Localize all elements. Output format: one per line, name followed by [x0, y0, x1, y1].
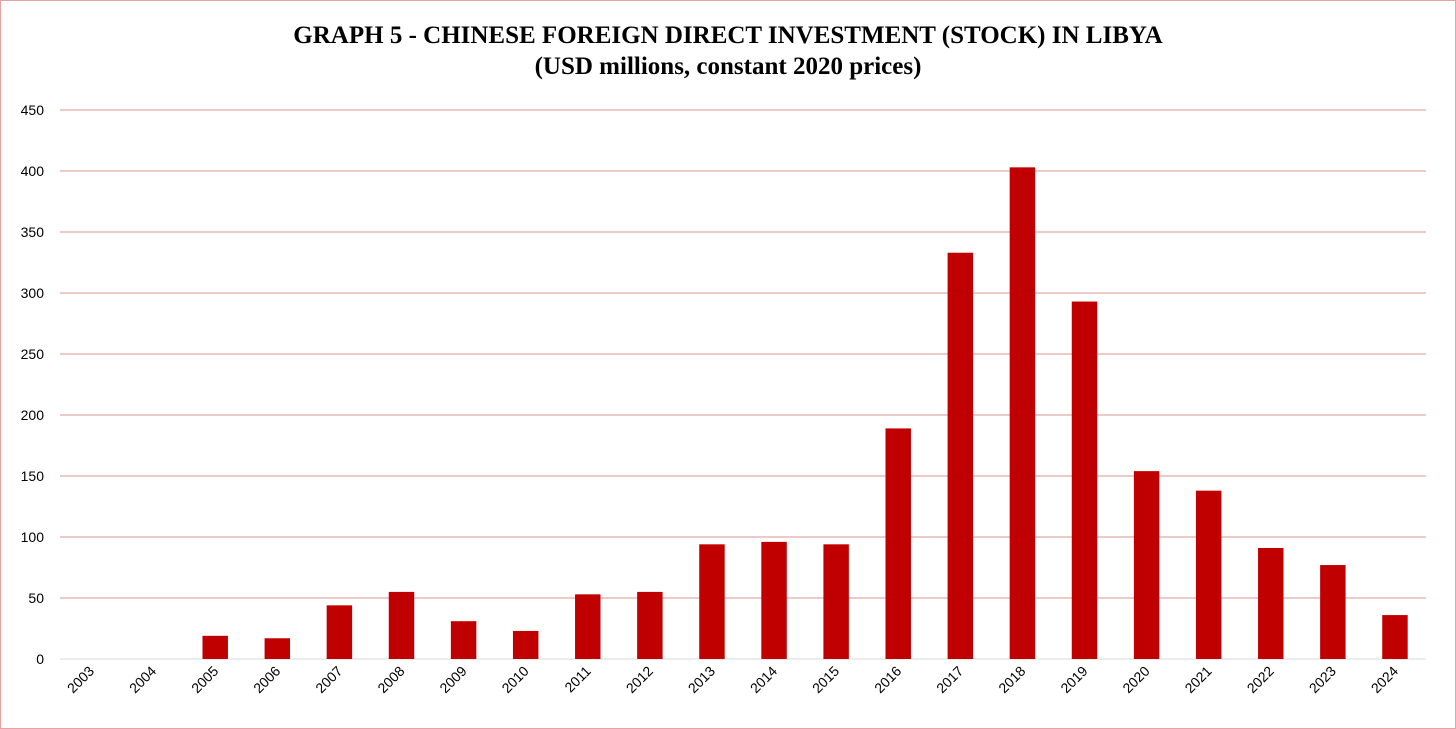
- bar: [575, 594, 601, 659]
- bar: [512, 630, 539, 659]
- chart-title-block: GRAPH 5 - CHINESE FOREIGN DIRECT INVESTM…: [0, 20, 1456, 82]
- bar: [1195, 490, 1222, 659]
- x-tick-label: 2011: [561, 663, 594, 696]
- x-tick-label: 2008: [374, 663, 407, 696]
- x-tick-label: 2018: [995, 663, 1028, 696]
- bar: [1009, 167, 1036, 659]
- y-tick-label: 100: [21, 529, 45, 545]
- x-tick-label: 2010: [498, 663, 531, 696]
- bars: [202, 167, 1408, 660]
- x-tick-label: 2014: [747, 663, 780, 696]
- bar: [947, 252, 974, 660]
- x-tick-label: 2013: [685, 663, 718, 696]
- x-tick-label: 2012: [623, 663, 656, 696]
- y-tick-label: 200: [21, 407, 45, 423]
- bar: [823, 544, 849, 659]
- chart-subtitle: (USD millions, constant 2020 prices): [534, 53, 922, 80]
- bar: [450, 621, 477, 659]
- bar: [1320, 565, 1346, 659]
- x-tick-label: 2009: [436, 663, 469, 696]
- x-tick-label: 2023: [1306, 663, 1339, 696]
- bar: [264, 638, 291, 659]
- y-tick-label: 450: [21, 102, 45, 118]
- bar: [699, 544, 725, 659]
- bar: [202, 635, 228, 659]
- bar: [761, 541, 787, 659]
- x-tick-label: 2006: [250, 663, 283, 696]
- y-tick-label: 50: [28, 590, 44, 606]
- x-axis-ticks: 2003 2004 2005 2006 2007 2008 2009 2010 2011 2012…: [64, 663, 1401, 696]
- x-tick-label: 2020: [1119, 663, 1152, 696]
- bar: [1258, 547, 1284, 659]
- y-tick-label: 350: [21, 224, 45, 240]
- bar: [1133, 471, 1160, 659]
- chart-title: GRAPH 5 - CHINESE FOREIGN DIRECT INVESTM…: [293, 22, 1163, 49]
- x-tick-label: 2005: [188, 663, 221, 696]
- x-tick-label: 2015: [809, 663, 842, 696]
- y-tick-label: 400: [21, 163, 45, 179]
- x-tick-label: 2017: [933, 663, 966, 696]
- bar: [1071, 301, 1098, 659]
- x-tick-label: 2022: [1244, 663, 1277, 696]
- x-tick-label: 2024: [1368, 663, 1401, 696]
- y-tick-label: 250: [21, 346, 45, 362]
- y-tick-label: 300: [21, 285, 45, 301]
- x-tick-label: 2003: [64, 663, 97, 696]
- x-tick-label: 2019: [1057, 663, 1090, 696]
- x-tick-label: 2021: [1181, 663, 1214, 696]
- y-tick-label: 150: [21, 468, 45, 484]
- bar: [885, 428, 911, 659]
- bar: [388, 591, 415, 659]
- bar: [1382, 615, 1408, 659]
- x-tick-label: 2004: [126, 663, 159, 696]
- x-tick-label: 2016: [871, 663, 904, 696]
- y-tick-label: 0: [36, 651, 44, 667]
- y-axis-ticks: 0 50 100 150 200 250 300 350 400 450: [21, 102, 45, 667]
- x-tick-label: 2007: [312, 663, 345, 696]
- bar: [637, 591, 663, 659]
- bar: [326, 605, 353, 659]
